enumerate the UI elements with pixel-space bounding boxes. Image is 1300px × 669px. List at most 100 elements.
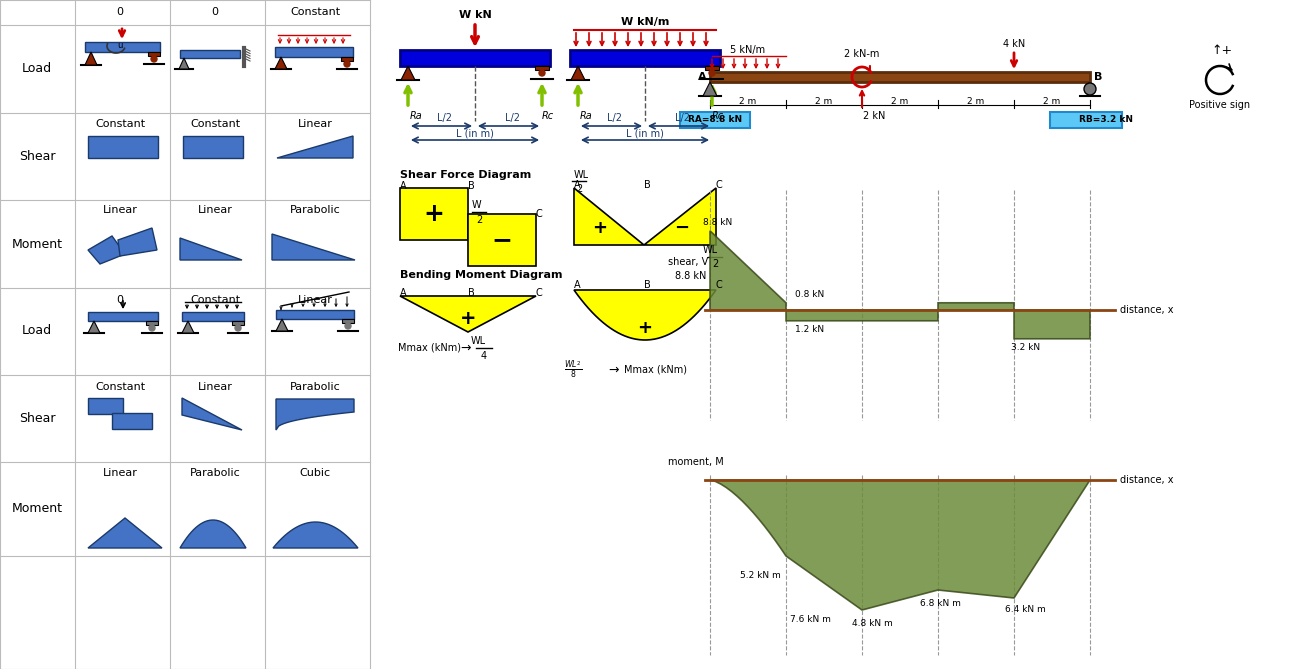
Text: Moment: Moment [12,502,62,514]
Polygon shape [400,296,536,332]
Text: Linear: Linear [103,468,138,478]
Text: 2 m: 2 m [892,96,909,106]
Bar [680,112,750,128]
Text: −: − [675,219,689,237]
Text: B: B [468,181,474,191]
Polygon shape [710,231,1089,339]
Text: 8.8 kN: 8.8 kN [703,218,733,227]
Polygon shape [536,66,549,70]
Text: 2 m: 2 m [1044,96,1061,106]
Text: Parabolic: Parabolic [190,468,240,478]
Text: Linear: Linear [198,205,233,215]
Circle shape [708,70,715,76]
Text: moment, M: moment, M [668,457,724,467]
Text: WL: WL [471,336,486,346]
Text: L (in m): L (in m) [456,128,494,138]
Circle shape [150,325,155,331]
Bar [88,312,159,321]
Text: Linear: Linear [198,382,233,392]
Text: →: → [608,363,619,377]
Bar [276,47,354,57]
Text: 7.6 kN m: 7.6 kN m [789,615,831,624]
Text: Bending Moment Diagram: Bending Moment Diagram [400,270,563,280]
Polygon shape [272,234,355,260]
Text: Rc: Rc [712,111,724,121]
Text: 1.2 kN: 1.2 kN [796,325,824,334]
Text: Mmax (kNm): Mmax (kNm) [398,343,462,353]
Text: Ra: Ra [410,111,422,121]
Bar [276,310,354,319]
Text: A: A [575,280,581,290]
Bar [183,136,243,158]
Text: 8.8 kN: 8.8 kN [675,271,706,281]
Circle shape [344,61,350,67]
Text: Linear: Linear [103,205,138,215]
Bar [1050,112,1122,128]
Polygon shape [88,518,162,548]
Text: 4 kN: 4 kN [1002,39,1026,49]
Bar [84,42,160,52]
Bar [112,413,152,429]
Polygon shape [276,319,289,331]
Text: Mmax (kNm): Mmax (kNm) [624,365,686,375]
Text: WL: WL [702,245,718,255]
Text: shear, V: shear, V [668,257,709,267]
Text: W kN: W kN [459,10,491,20]
Text: Shear Force Diagram: Shear Force Diagram [400,170,532,180]
Circle shape [151,56,157,62]
Text: 2 m: 2 m [815,96,832,106]
Text: distance, x: distance, x [1121,305,1174,315]
Bar [400,188,468,240]
Bar [88,398,124,414]
Text: distance, x: distance, x [1121,475,1174,485]
Text: L/2: L/2 [675,113,689,123]
Text: 4: 4 [481,351,488,361]
Text: 2 m: 2 m [967,96,984,106]
Polygon shape [182,398,242,430]
Polygon shape [148,52,160,56]
Polygon shape [276,57,287,69]
Polygon shape [710,480,1089,610]
Text: +: + [637,319,653,337]
Text: Parabolic: Parabolic [290,205,341,215]
Text: 3.2 kN: 3.2 kN [1011,343,1040,353]
Text: B: B [1093,72,1102,82]
Text: 2: 2 [476,215,482,225]
Text: B: B [468,288,474,298]
Text: 0: 0 [212,7,218,17]
Text: 2 kN: 2 kN [863,111,885,121]
Polygon shape [179,520,246,548]
Polygon shape [276,399,354,430]
Bar [710,72,1089,82]
Text: B: B [644,180,651,190]
Polygon shape [146,321,159,325]
Text: Constant: Constant [95,119,146,129]
Text: 0: 0 [117,7,124,17]
Text: A: A [575,180,581,190]
Text: Linear: Linear [298,295,333,305]
Text: A: A [400,288,407,298]
Polygon shape [644,188,716,245]
Polygon shape [273,522,358,548]
Text: RA=8.8 kN: RA=8.8 kN [688,116,742,124]
Text: C: C [716,180,723,190]
Text: L/2: L/2 [504,113,520,123]
Text: 2: 2 [712,259,718,269]
Bar [182,312,244,321]
Circle shape [540,70,545,76]
Text: C: C [536,288,543,298]
Text: Shear: Shear [18,149,55,163]
Text: Cubic: Cubic [299,468,330,478]
Text: ↑+: ↑+ [1212,43,1232,56]
Text: 2 m: 2 m [740,96,757,106]
Text: +: + [460,308,476,328]
Polygon shape [703,82,718,96]
Text: 0.8 kN: 0.8 kN [796,290,824,299]
Polygon shape [88,321,100,333]
Polygon shape [179,58,188,69]
Polygon shape [88,236,125,264]
Polygon shape [342,319,354,323]
Text: 6.8 kN m: 6.8 kN m [919,599,961,607]
Text: WL: WL [575,170,589,180]
Text: 2 kN-m: 2 kN-m [844,49,880,59]
